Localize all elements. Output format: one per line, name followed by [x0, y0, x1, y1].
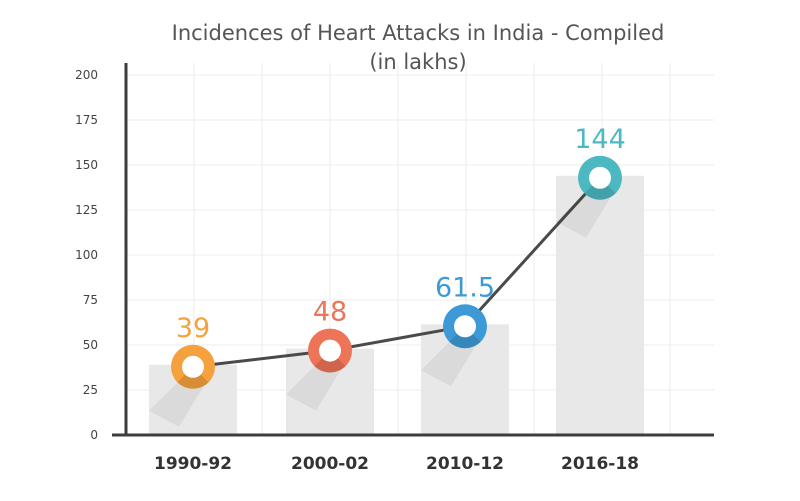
y-tick-label: 75 — [83, 293, 98, 307]
axes — [112, 63, 714, 437]
y-tick-label: 200 — [75, 68, 98, 82]
bar-2016-18 — [556, 175, 644, 436]
value-labels: 39 48 61.5 144 — [176, 124, 626, 344]
y-tick-label: 150 — [75, 158, 98, 172]
chart-subtitle: (in lakhs) — [369, 50, 466, 74]
marker-2000-02 — [286, 328, 352, 411]
marker-2016-18 — [556, 155, 622, 238]
value-label: 39 — [176, 313, 210, 344]
markers — [149, 155, 622, 427]
x-category-label: 1990-92 — [154, 454, 232, 474]
y-tick-label: 125 — [75, 203, 98, 217]
y-tick-label: 50 — [83, 338, 98, 352]
marker-shadow — [149, 380, 207, 427]
marker-center — [182, 355, 204, 378]
chart-title: Incidences of Heart Attacks in India - C… — [172, 21, 665, 45]
marker-2010-12 — [421, 304, 487, 387]
y-tick-label: 25 — [83, 383, 98, 397]
marker-center — [589, 166, 611, 189]
value-label: 61.5 — [435, 272, 495, 303]
marker-shadow — [286, 364, 344, 411]
y-tick-label: 100 — [75, 248, 98, 262]
y-tick-label: 175 — [75, 113, 98, 127]
marker-center — [319, 339, 341, 362]
marker-shadow — [421, 340, 479, 387]
x-category-label: 2010-12 — [426, 454, 504, 474]
y-tick-label: 0 — [90, 428, 98, 442]
marker-shadow — [556, 191, 614, 238]
x-category-labels: 1990-92 2000-02 2010-12 2016-18 — [154, 454, 639, 474]
value-label: 48 — [313, 297, 347, 328]
trend-line — [192, 176, 602, 369]
x-category-label: 2016-18 — [561, 454, 639, 474]
y-tick-labels: 0 25 50 75 100 125 150 175 200 — [75, 68, 98, 442]
x-category-label: 2000-02 — [291, 454, 369, 474]
value-label: 144 — [574, 124, 626, 155]
marker-center — [454, 315, 476, 338]
marker-1990-92 — [149, 344, 215, 427]
trend-line-path — [192, 176, 602, 369]
